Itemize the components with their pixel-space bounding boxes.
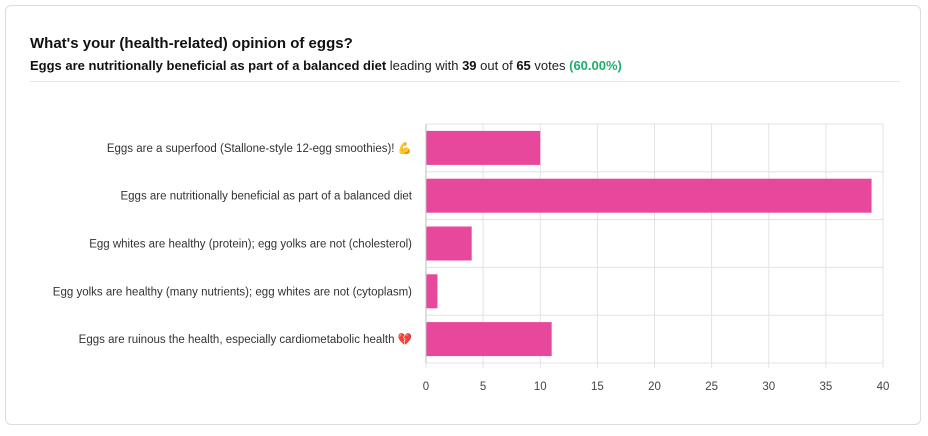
x-tick-label: 10 (534, 381, 547, 393)
category-label: Egg whites are healthy (protein); egg yo… (89, 239, 412, 251)
x-tick-label: 20 (648, 381, 661, 393)
bar (426, 130, 541, 165)
divider (30, 81, 900, 82)
category-label: Eggs are a superfood (Stallone-style 12-… (107, 141, 412, 155)
x-tick-label: 0 (423, 381, 429, 393)
bar (426, 226, 472, 261)
leading-with-text: leading with (389, 58, 459, 73)
x-tick-label: 5 (480, 381, 486, 393)
category-label: Eggs are nutritionally beneficial as par… (120, 191, 412, 203)
category-label: Egg yolks are healthy (many nutrients); … (53, 286, 412, 298)
category-label: Eggs are ruinous the health, especially … (79, 332, 413, 346)
bar (426, 178, 872, 213)
x-tick-label: 40 (877, 381, 890, 393)
x-tick-label: 25 (705, 381, 718, 393)
x-tick-label: 15 (591, 381, 604, 393)
votes-word: votes (534, 58, 566, 73)
leader-percentage: (60.00%) (569, 58, 622, 73)
x-tick-label: 30 (762, 381, 775, 393)
bar (426, 322, 552, 357)
leader-option: Eggs are nutritionally beneficial as par… (30, 58, 387, 73)
out-of-text: out of (480, 58, 513, 73)
x-tick-label: 35 (819, 381, 832, 393)
poll-summary: Eggs are nutritionally beneficial as par… (30, 58, 622, 73)
leader-votes: 39 (462, 58, 477, 73)
bar (426, 274, 438, 309)
total-votes: 65 (516, 58, 531, 73)
poll-question: What's your (health-related) opinion of … (30, 35, 353, 52)
